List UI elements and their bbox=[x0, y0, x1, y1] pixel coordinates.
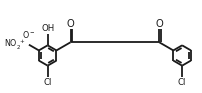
Text: O: O bbox=[155, 19, 163, 29]
Text: $\mathsf{O^-}$: $\mathsf{O^-}$ bbox=[22, 29, 35, 40]
Text: Cl: Cl bbox=[178, 78, 186, 87]
Text: $\mathsf{NO_2^{\ +}}$: $\mathsf{NO_2^{\ +}}$ bbox=[4, 38, 25, 52]
Text: O: O bbox=[67, 19, 75, 29]
Text: OH: OH bbox=[41, 24, 54, 33]
Text: Cl: Cl bbox=[43, 78, 52, 87]
